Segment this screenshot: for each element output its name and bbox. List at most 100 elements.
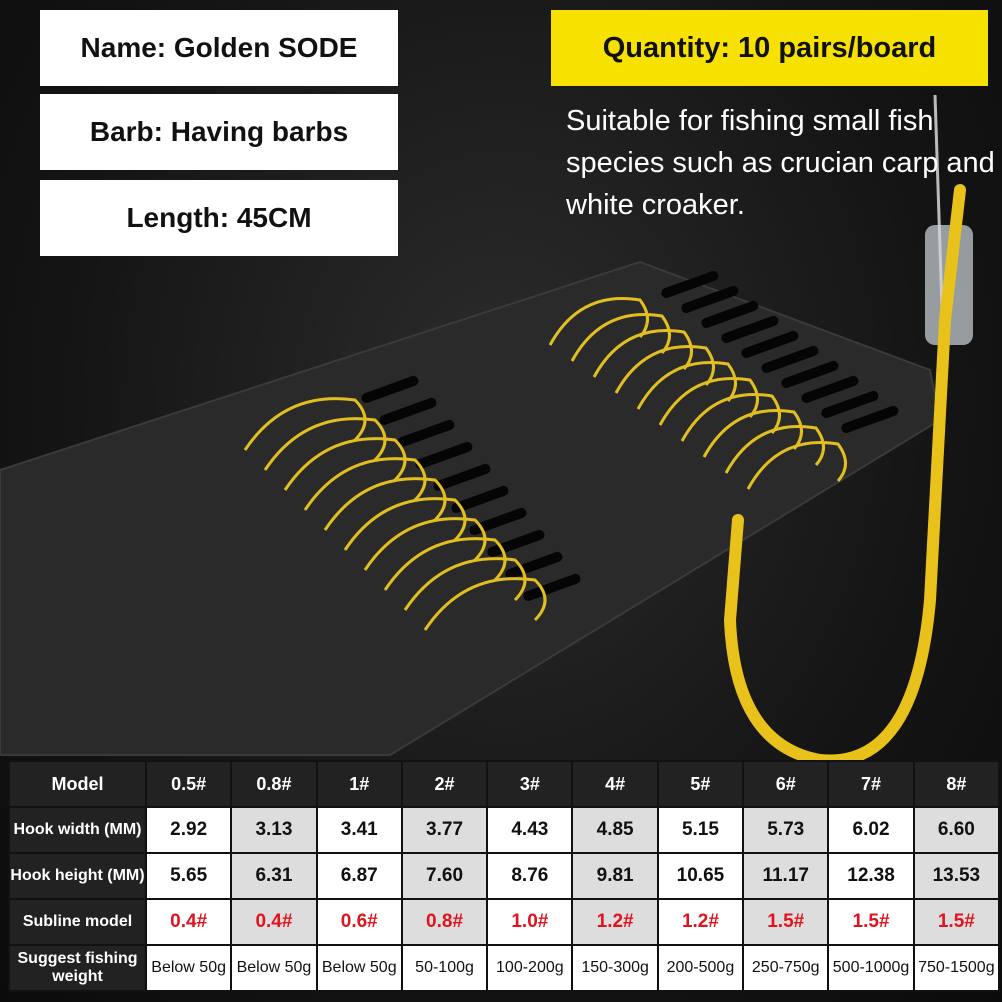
small-hook: [592, 329, 693, 378]
small-hook: [702, 409, 803, 458]
table-row: Subline model 0.4# 0.4# 0.6# 0.8# 1.0# 1.2# 1.2…: [8, 898, 1001, 946]
table-cell: 6.31: [230, 852, 318, 900]
table-cell: 0.4#: [144, 898, 233, 946]
table-cell: 8.76: [486, 852, 574, 900]
board-slot: [801, 375, 859, 403]
table-cell: 12.38: [827, 852, 915, 900]
board-slot: [741, 330, 799, 358]
board-slot: [379, 397, 437, 425]
table-cell: 3.77: [400, 806, 489, 854]
table-cell: 2.92: [144, 806, 233, 854]
table-cell: 0.8#: [400, 898, 489, 946]
small-hook: [323, 477, 447, 531]
table-cell: 5.15: [656, 806, 745, 854]
small-hook: [636, 361, 737, 410]
table-cell: 750-1500g: [912, 944, 1001, 992]
board-slot: [701, 300, 759, 328]
spec-table: Model 0.5# 0.8# 1# 2# 3# 4# 5# 6# 7# 8# Hook widt…: [8, 760, 1001, 992]
small-hook: [363, 517, 487, 571]
board-slot: [761, 345, 819, 373]
row-label: Model: [8, 760, 147, 808]
name-label: Name: Golden SODE: [40, 10, 398, 86]
table-cell: Below 50g: [144, 944, 233, 992]
table-cell: 1.5#: [827, 898, 915, 946]
small-hook: [614, 345, 715, 394]
table-cell: 3#: [486, 760, 574, 808]
small-hook: [263, 417, 387, 471]
table-cell: 2#: [400, 760, 489, 808]
table-cell: 5.73: [742, 806, 830, 854]
board-slot: [523, 573, 581, 601]
table-cell: 10.65: [656, 852, 745, 900]
board-slot: [505, 551, 563, 579]
table-cell: 50-100g: [400, 944, 489, 992]
small-hook: [746, 441, 847, 490]
table-cell: 200-500g: [656, 944, 745, 992]
board-slot: [451, 485, 509, 513]
table-cell: 0.5#: [144, 760, 233, 808]
small-hook: [423, 577, 547, 631]
board-slot: [681, 285, 739, 313]
small-hook: [283, 437, 407, 491]
board-slot: [721, 315, 779, 343]
board-slot: [821, 390, 879, 418]
large-hook-icon: [723, 184, 966, 760]
quantity-label: Quantity: 10 pairs/board: [551, 10, 988, 86]
table-cell: 5#: [656, 760, 745, 808]
table-cell: 500-1000g: [827, 944, 915, 992]
board-slot: [841, 405, 899, 433]
small-hook: [548, 297, 649, 346]
row-label: Subline model: [8, 898, 147, 946]
table-cell: 6.87: [315, 852, 403, 900]
board-slot: [781, 360, 839, 388]
table-cell: 1.2#: [571, 898, 659, 946]
small-hook: [243, 397, 367, 451]
table-cell: 5.65: [144, 852, 233, 900]
board-slot: [469, 507, 527, 535]
row-label: Suggest fishing weight: [8, 944, 147, 992]
table-cell: 8#: [912, 760, 1001, 808]
row-label: Hook width (MM): [8, 806, 147, 854]
table-cell: 6#: [742, 760, 830, 808]
table-header-row: Model 0.5# 0.8# 1# 2# 3# 4# 5# 6# 7# 8#: [8, 760, 1001, 808]
board-slot: [397, 419, 455, 447]
table-row: Hook height (MM) 5.65 6.31 6.87 7.60 8.76 9.81…: [8, 852, 1001, 900]
table-cell: 6.60: [912, 806, 1001, 854]
hook-board: [0, 260, 942, 756]
table-cell: 11.17: [742, 852, 830, 900]
table-cell: 0.4#: [230, 898, 318, 946]
table-cell: 1.2#: [656, 898, 745, 946]
table-cell: 13.53: [912, 852, 1001, 900]
table-cell: 250-750g: [742, 944, 830, 992]
small-hook: [724, 425, 825, 474]
table-cell: 7.60: [400, 852, 489, 900]
small-hook: [343, 497, 467, 551]
table-cell: Below 50g: [315, 944, 403, 992]
table-cell: 1.5#: [912, 898, 1001, 946]
small-hook: [303, 457, 427, 511]
table-cell: 4#: [571, 760, 659, 808]
table-cell: 9.81: [571, 852, 659, 900]
table-cell: 100-200g: [486, 944, 574, 992]
small-hook: [658, 377, 759, 426]
table-cell: 150-300g: [571, 944, 659, 992]
table-cell: 7#: [827, 760, 915, 808]
table-cell: Below 50g: [230, 944, 318, 992]
table-cell: 3.13: [230, 806, 318, 854]
barb-label: Barb: Having barbs: [40, 94, 398, 170]
table-row: Suggest fishing weight Below 50g Below 50g…: [8, 944, 1001, 992]
board-slot: [415, 441, 473, 469]
table-cell: 6.02: [827, 806, 915, 854]
table-cell: 0.8#: [230, 760, 318, 808]
small-hook: [403, 557, 527, 611]
table-cell: 1#: [315, 760, 403, 808]
row-label: Hook height (MM): [8, 852, 147, 900]
small-hook: [680, 393, 781, 442]
small-hook: [383, 537, 507, 591]
table-cell: 3.41: [315, 806, 403, 854]
small-hooks: [243, 297, 847, 631]
table-cell: 0.6#: [315, 898, 403, 946]
table-cell: 1.0#: [486, 898, 574, 946]
table-cell: 4.85: [571, 806, 659, 854]
description-text: Suitable for fishing small fish species …: [566, 105, 995, 221]
